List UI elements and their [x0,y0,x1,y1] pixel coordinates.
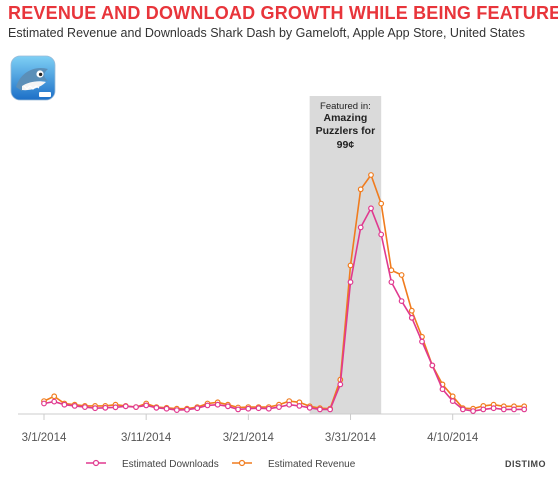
data-point [276,404,282,411]
data-point [265,405,272,412]
data-point [408,307,415,314]
x-tick-label: 4/10/2014 [427,432,479,444]
featured-period-band [309,96,382,414]
annotation-line-4: 99¢ [337,139,355,151]
data-point [235,406,242,413]
data-point [347,262,354,269]
data-point [327,406,334,413]
data-point [439,386,446,393]
data-point [460,406,466,413]
data-point [102,404,109,411]
data-point [306,404,313,411]
x-tick-label: 3/21/2014 [223,432,275,444]
data-point [521,406,528,413]
x-tick-label: 3/31/2014 [325,432,377,444]
annotation-line-1: Featured in: [320,101,371,112]
data-point [368,172,374,178]
data-point [378,200,385,207]
data-point [470,408,477,415]
data-point [398,272,405,278]
data-point [122,403,129,410]
legend: Estimated Downloads Estimated Revenue [86,459,356,470]
shark-dash-app-icon [10,55,56,101]
data-point [449,398,456,405]
series-line [43,206,525,412]
data-point [490,405,497,412]
distimo-logo: DISTIMO [505,459,546,469]
data-point [61,401,68,408]
annotation-line-2: Amazing [324,112,368,124]
data-point [419,338,425,345]
data-point [511,406,517,413]
data-point [71,403,78,409]
data-point [51,398,58,405]
data-point [378,231,385,238]
legend-swatch-marker [238,459,246,467]
data-point [408,314,415,321]
data-point [368,205,374,212]
data-point [398,298,405,305]
chart-subtitle: Estimated Revenue and Downloads Shark Da… [8,26,525,40]
data-point [388,279,395,286]
data-point [153,404,160,411]
data-point [204,402,211,409]
data-point [81,404,88,411]
data-point [214,401,221,408]
data-point [245,405,252,412]
data-point [92,405,98,412]
legend-label: Estimated Revenue [268,459,356,470]
data-point [51,393,58,400]
data-point [143,402,150,409]
data-point [112,404,119,411]
data-point [224,403,231,410]
legend-label: Estimated Downloads [122,459,219,470]
data-point [296,403,303,409]
x-tick-label: 3/11/2014 [121,432,172,444]
data-point [41,400,47,407]
data-point [429,362,436,369]
data-point [357,186,364,193]
data-point [317,406,323,413]
data-point [194,405,201,412]
legend-swatch-marker [92,459,100,467]
data-point [286,401,293,408]
data-point [163,405,170,412]
series-revenue [41,172,528,412]
data-point [133,404,139,411]
data-point [480,406,487,413]
data-point [449,393,456,400]
data-point [173,407,180,414]
chart-title: REVENUE AND DOWNLOAD GROWTH WHILE BEING … [8,3,558,23]
annotation-line-3: Puzzlers for [316,125,376,137]
data-point [337,381,344,388]
data-point [500,406,507,413]
data-point [184,406,190,413]
x-axis-ticks: 3/1/2014 3/11/2014 3/21/2014 3/31/2014 4/10/… [22,414,479,444]
series-line [43,173,525,410]
series-downloads [41,205,528,415]
data-point [357,224,364,231]
data-point [347,279,354,286]
data-point [255,405,262,412]
series-group [41,172,528,415]
x-tick-label: 3/1/2014 [22,432,67,444]
